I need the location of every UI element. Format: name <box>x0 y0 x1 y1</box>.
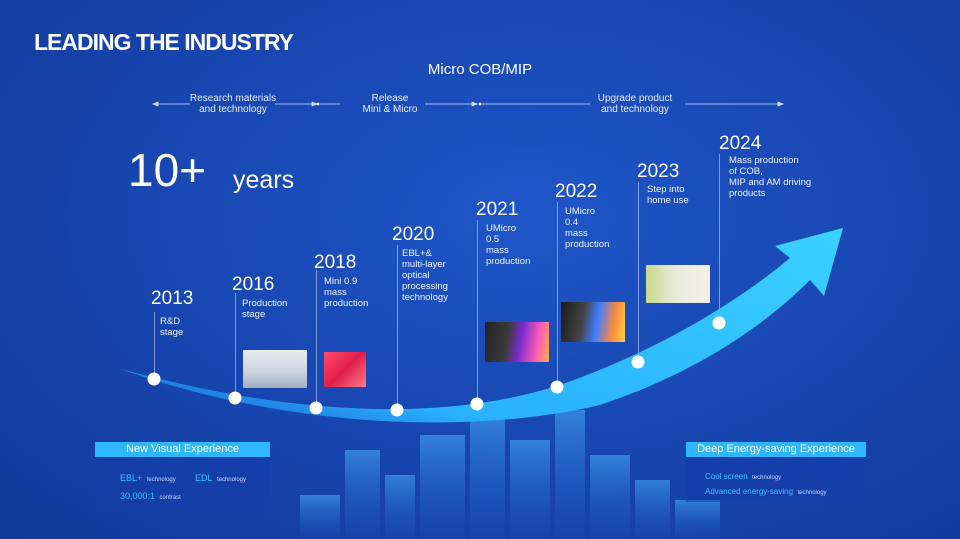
ebl-plus-label: EBL+ <box>120 473 143 483</box>
cool-screen-label: Cool screen <box>705 472 748 481</box>
contrast-label: 30,000:1 <box>120 491 156 501</box>
milestone-2023-desc: Step into home use <box>647 184 689 206</box>
edl-label: EDL <box>195 473 213 483</box>
advanced-energy-label: Advanced energy-saving <box>705 487 794 496</box>
umicro-04-panel-photo <box>561 302 625 342</box>
city-skyline-background <box>300 410 720 539</box>
milestone-2018-desc: Mini 0.9 mass production <box>324 276 369 309</box>
timeline-line-2018 <box>316 270 317 405</box>
milestone-2013-year: 2013 <box>151 288 194 309</box>
cool-screen-sub: technology <box>752 475 782 481</box>
timeline-line-2020 <box>397 245 398 407</box>
production-facility-photo <box>243 350 307 388</box>
energy-saving-heading: Deep Energy-saving Experience <box>686 442 866 457</box>
milestone-2020-desc: EBL+& multi-layer optical processing tec… <box>402 248 448 303</box>
timeline-line-2024 <box>719 154 720 324</box>
milestone-2013-desc: R&D stage <box>160 316 184 338</box>
milestone-2021-desc: UMicro 0.5 mass production <box>486 223 531 267</box>
new-visual-panel: New Visual Experience EBL+ technology ED… <box>95 442 270 514</box>
ebl-plus-sub: technology <box>146 477 176 483</box>
umicro-05-panel-photo <box>485 322 549 362</box>
milestone-2020-year: 2020 <box>392 224 435 245</box>
edl-sub: technology <box>216 477 246 483</box>
new-visual-heading: New Visual Experience <box>95 442 270 457</box>
contrast-sub: contrast <box>159 495 181 501</box>
advanced-energy-sub: technology <box>797 490 827 496</box>
milestone-2018-year: 2018 <box>314 252 357 273</box>
phase-research-label: Research materials and technology <box>189 93 277 115</box>
milestone-2016-year: 2016 <box>232 274 275 295</box>
page-subtitle: Micro COB/MIP <box>427 61 533 78</box>
phase-arrows <box>151 101 785 107</box>
milestone-2024-desc: Mass production of COB, MIP and AM drivi… <box>729 155 812 199</box>
headline-number: 10+ <box>128 144 207 196</box>
mini-led-panel-photo <box>324 352 366 387</box>
milestone-2022-year: 2022 <box>555 181 598 202</box>
timeline-line-2022 <box>557 202 558 387</box>
timeline-line-2016 <box>235 293 236 395</box>
page-title: LEADING THE INDUSTRY <box>34 29 294 55</box>
milestone-2021-year: 2021 <box>476 199 519 220</box>
milestone-2022-desc: UMicro 0.4 mass production <box>565 206 610 250</box>
phase-upgrade-label: Upgrade product and technology <box>597 93 673 115</box>
milestone-2024-year: 2024 <box>719 133 762 154</box>
milestone-2016-desc: Production stage <box>242 298 288 320</box>
energy-saving-panel: Deep Energy-saving Experience Cool scree… <box>686 442 866 502</box>
timeline-line-2023 <box>638 182 639 362</box>
home-use-room-photo <box>646 265 710 303</box>
headline-unit: years <box>233 166 295 194</box>
milestone-2023-year: 2023 <box>637 161 680 182</box>
timeline-line-2021 <box>477 220 478 402</box>
phase-release-label: Release Mini & Micro <box>362 93 418 115</box>
timeline-line-2013 <box>154 312 155 378</box>
